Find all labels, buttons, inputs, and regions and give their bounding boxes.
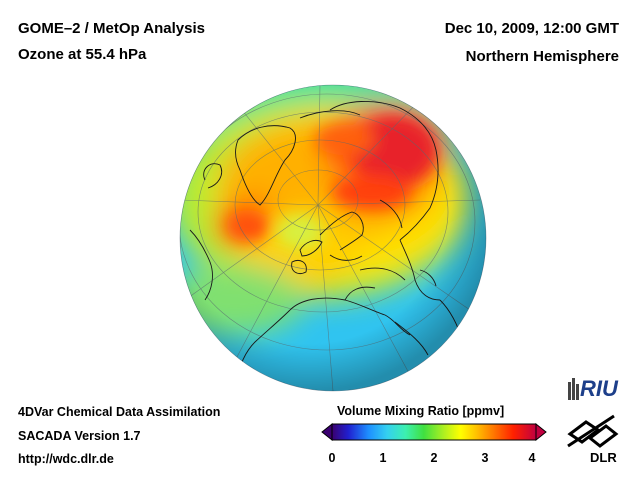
footer-version-label: SACADA Version 1.7 <box>18 429 141 443</box>
colorbar-tick-1: 1 <box>379 451 387 465</box>
ozone-globe-map <box>179 84 487 392</box>
title-line-1: GOME–2 / MetOp Analysis <box>18 20 205 37</box>
dlr-logo-icon <box>567 414 619 448</box>
footer-assimilation-label: 4DVar Chemical Data Assimilation <box>18 405 221 419</box>
svg-text:RIU: RIU <box>580 376 619 401</box>
colorbar <box>321 422 547 442</box>
region-label: Northern Hemisphere <box>465 48 619 65</box>
datetime-label: Dec 10, 2009, 12:00 GMT <box>444 20 619 37</box>
dlr-logo-label: DLR <box>590 450 617 465</box>
riu-logo: RIU <box>568 376 619 401</box>
colorbar-title: Volume Mixing Ratio [ppmv] <box>337 404 505 418</box>
footer-url: http://wdc.dlr.de <box>18 452 114 466</box>
colorbar-tick-2: 2 <box>430 451 438 465</box>
colorbar-tick-3: 3 <box>481 451 489 465</box>
title-line-2: Ozone at 55.4 hPa <box>18 46 147 63</box>
colorbar-tick-0: 0 <box>328 451 336 465</box>
colorbar-tick-4: 4 <box>528 451 536 465</box>
